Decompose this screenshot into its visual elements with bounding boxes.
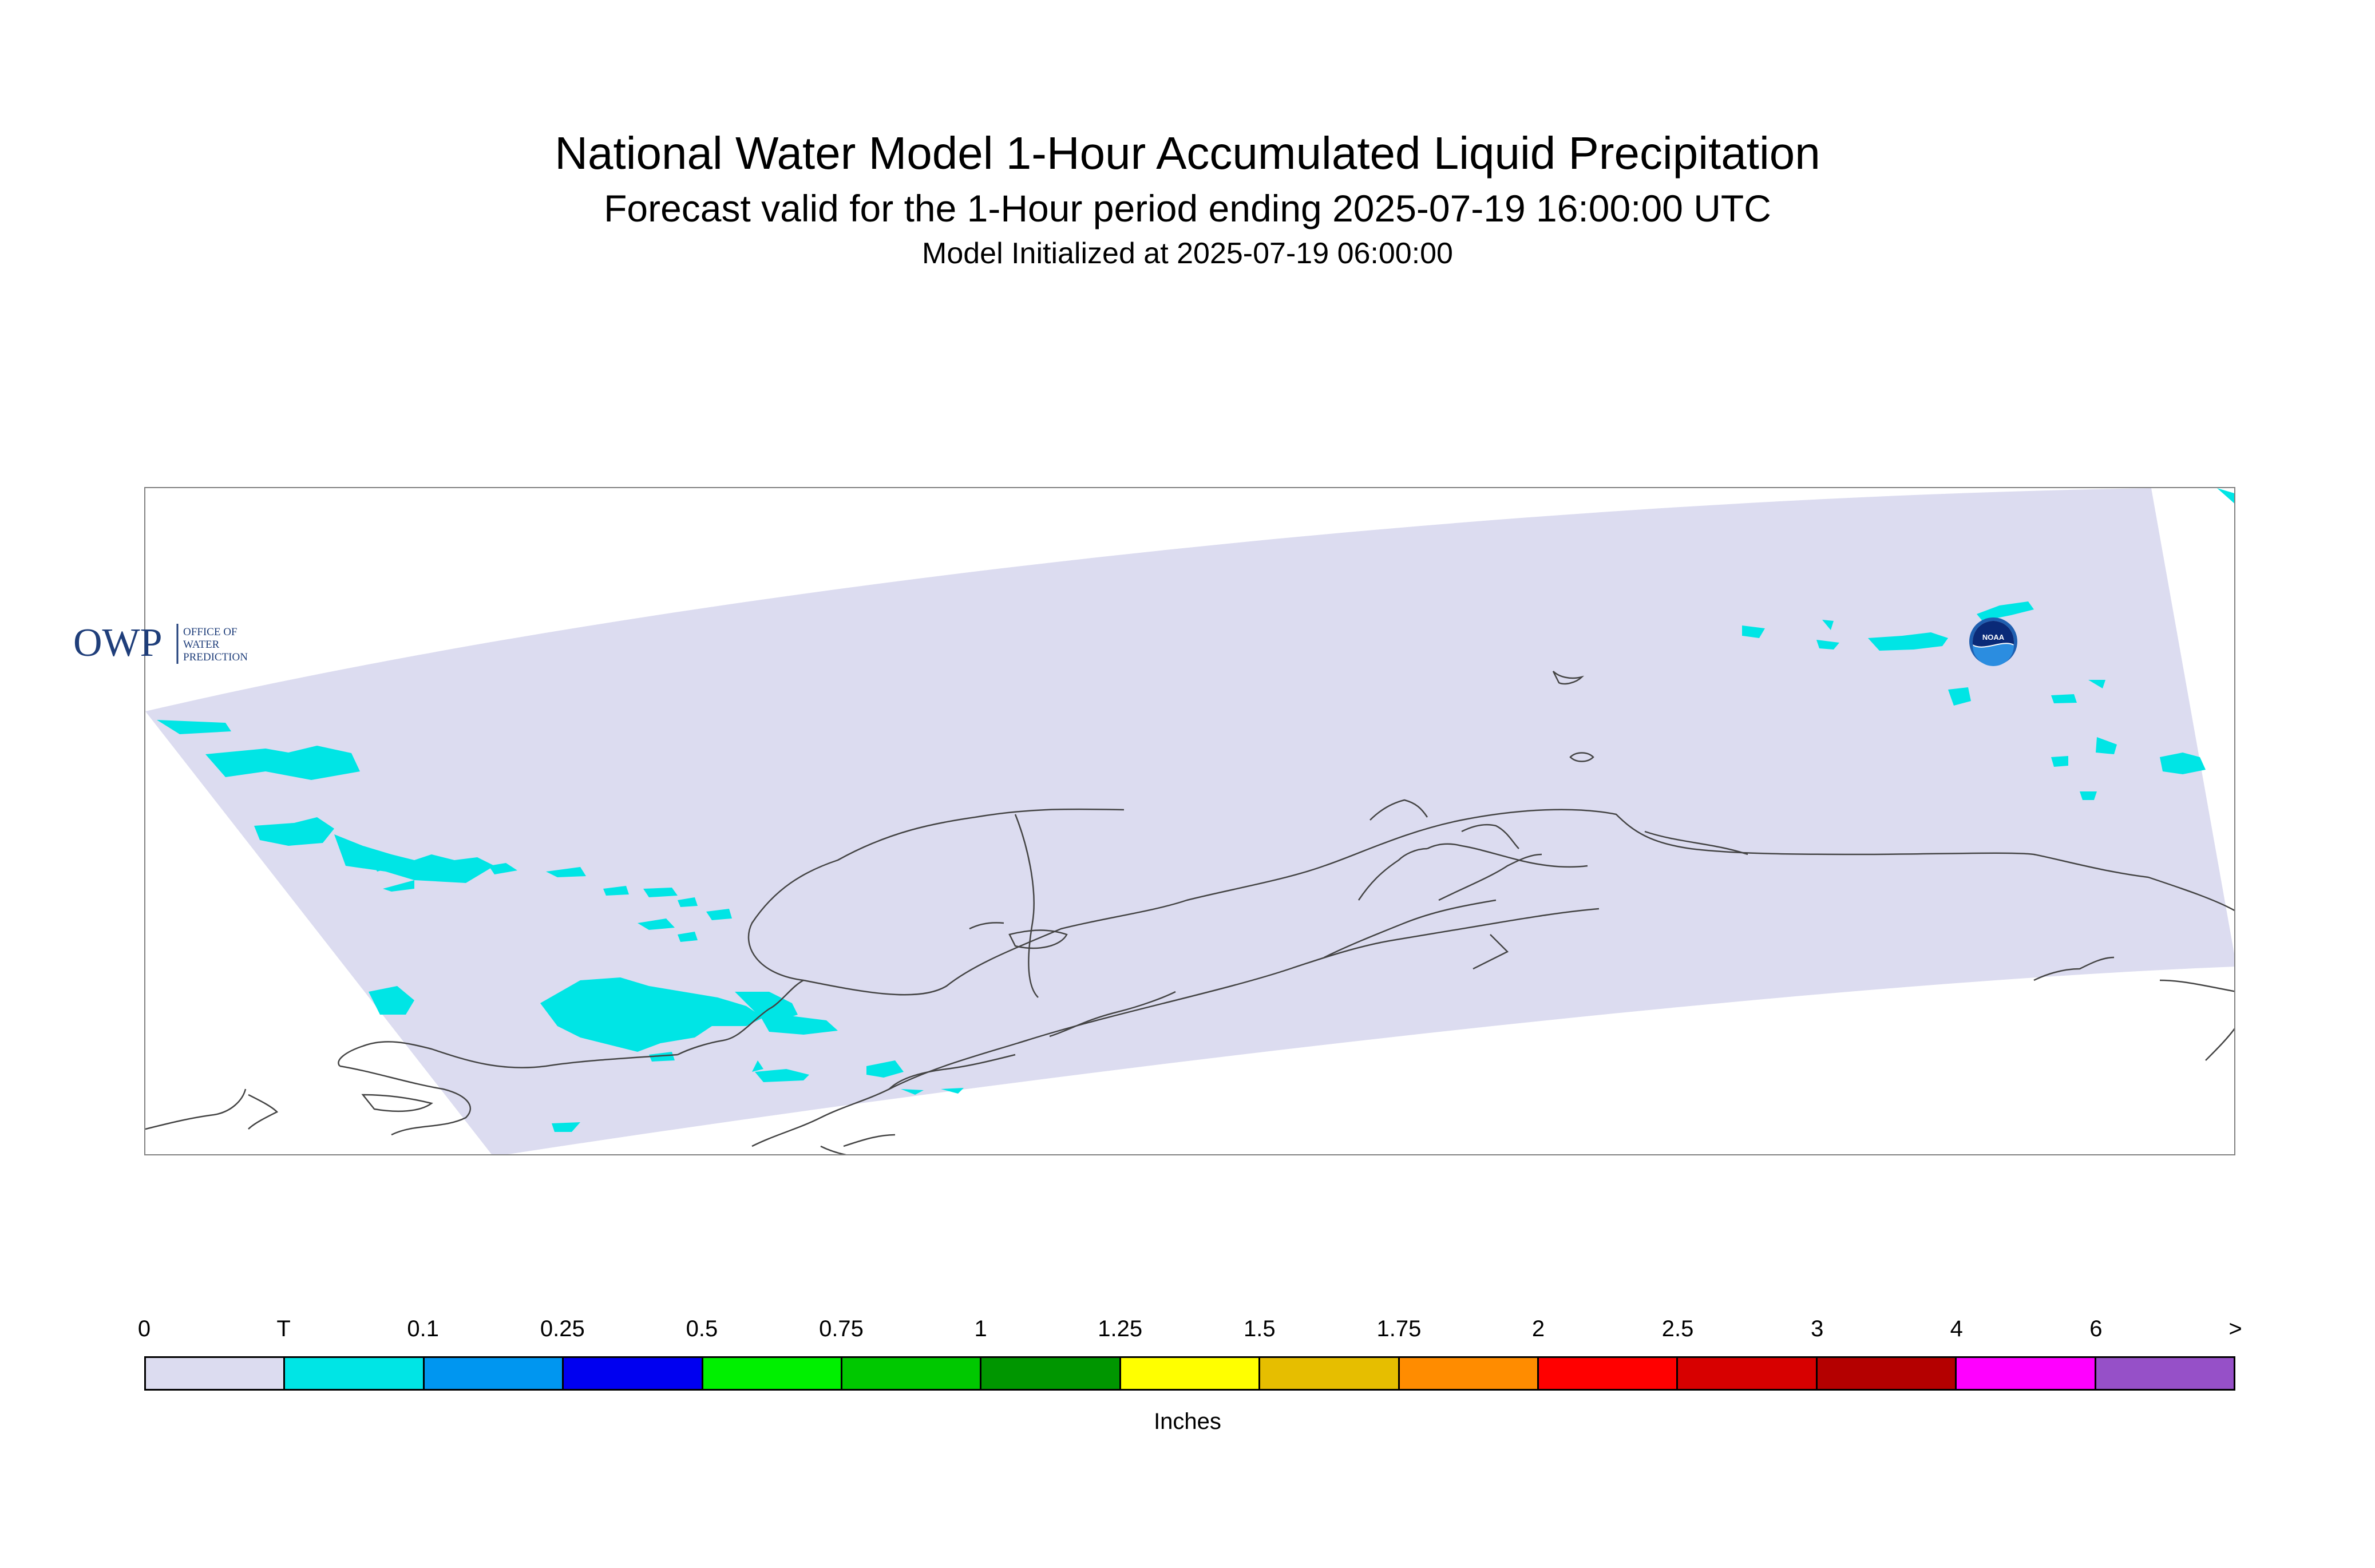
- noaa-logo: NOAA: [1968, 616, 2019, 670]
- colorbar-swatch: [146, 1358, 286, 1389]
- colorbar-swatch: [1399, 1358, 1539, 1389]
- colorbar-swatch: [981, 1358, 1121, 1389]
- owp-logo-line2: WATER: [183, 639, 220, 651]
- colorbar-tick-label: 1.75: [1376, 1316, 1422, 1341]
- colorbar-swatch: [285, 1358, 425, 1389]
- colorbar-tick-label: 2.5: [1661, 1316, 1694, 1341]
- owp-logo-mark: OWP: [73, 621, 163, 665]
- model-init-time: Model Initialized at 2025-07-19 06:00:00: [922, 237, 1453, 270]
- colorbar-swatch: [2096, 1358, 2234, 1389]
- colorbar-tick-label: 2: [1531, 1316, 1545, 1341]
- colorbar-tick-label: 3: [1811, 1316, 1824, 1341]
- colorbar-tick-label: 1.25: [1098, 1316, 1143, 1341]
- colorbar-tick-label: 4: [1950, 1316, 1963, 1341]
- colorbar-tick-label: T: [276, 1316, 291, 1341]
- colorbar-swatch: [564, 1358, 703, 1389]
- map-panel: [144, 487, 2235, 1155]
- colorbar-swatch: [424, 1358, 564, 1389]
- owp-logo: OWP OFFICE OF WATER PREDICTION: [73, 618, 279, 672]
- colorbar-swatch: [1678, 1358, 1818, 1389]
- colorbar-tick-label: 0.5: [686, 1316, 718, 1341]
- colorbar-units-label: Inches: [1154, 1409, 1221, 1434]
- colorbar-swatch: [703, 1358, 843, 1389]
- colorbar-tick-label: 6: [2089, 1316, 2103, 1341]
- map-subtitle: Forecast valid for the 1-Hour period end…: [604, 187, 1771, 229]
- model-domain-area: [145, 488, 2234, 1154]
- colorbar-swatch: [1121, 1358, 1261, 1389]
- colorbar-tick-label: 0.25: [540, 1316, 585, 1341]
- colorbar-tick-label: >: [2228, 1316, 2242, 1341]
- colorbar-tick-label: 0.75: [819, 1316, 864, 1341]
- colorbar-swatch: [1957, 1358, 2096, 1389]
- colorbar-swatch: [1817, 1358, 1957, 1389]
- colorbar-swatch: [1260, 1358, 1400, 1389]
- owp-logo-line3: PREDICTION: [183, 651, 248, 663]
- owp-logo-line1: OFFICE OF: [183, 626, 238, 638]
- precip-colorbar: [144, 1356, 2235, 1391]
- colorbar-tick-label: 0: [137, 1316, 151, 1341]
- colorbar-swatch: [1539, 1358, 1679, 1389]
- owp-logo-graphic: OWP OFFICE OF WATER PREDICTION: [73, 621, 248, 665]
- map-title: National Water Model 1-Hour Accumulated …: [555, 128, 1820, 179]
- colorbar-tick-label: 0.1: [407, 1316, 439, 1341]
- colorbar-tick-label: 1.5: [1243, 1316, 1276, 1341]
- coastlines: [145, 671, 2234, 1154]
- colorbar-tick-label: 1: [974, 1316, 987, 1341]
- precipitation-map: [145, 488, 2234, 1154]
- noaa-logo-graphic: NOAA: [1969, 617, 2017, 666]
- colorbar-swatch: [842, 1358, 982, 1389]
- noaa-logo-mark: NOAA: [1982, 633, 2005, 642]
